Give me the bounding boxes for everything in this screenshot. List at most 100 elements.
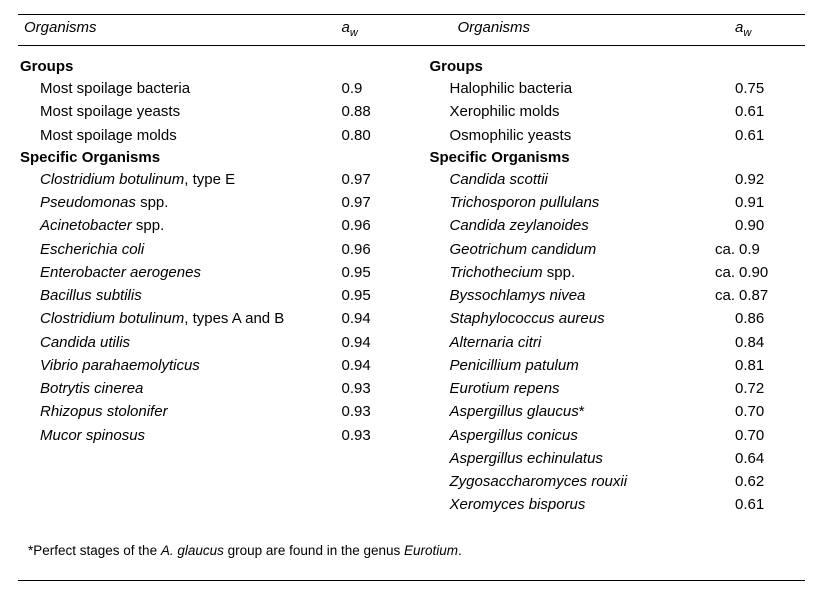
organism-name: Penicillium patulum bbox=[412, 354, 736, 377]
table-row: Candida utilis0.94 bbox=[18, 331, 412, 354]
organism-name: Botrytis cinerea bbox=[18, 377, 342, 400]
table-row: Penicillium patulum0.81 bbox=[412, 354, 806, 377]
aw-value: 0.88 bbox=[342, 100, 412, 123]
table-row: Mucor spinosus0.93 bbox=[18, 424, 412, 447]
table-row: Rhizopus stolonifer0.93 bbox=[18, 400, 412, 423]
organism-name: Most spoilage molds bbox=[18, 124, 342, 147]
table-row: Clostridium botulinum, type E0.97 bbox=[18, 168, 412, 191]
organism-name: Enterobacter aerogenes bbox=[18, 261, 342, 284]
organism-name: Byssochlamys nivea bbox=[412, 284, 736, 307]
header-organisms-right: Organisms bbox=[412, 19, 736, 39]
header-organisms-left: Organisms bbox=[18, 19, 342, 39]
table-row: Acinetobacter spp.0.96 bbox=[18, 214, 412, 237]
organism-name: Aspergillus glaucus* bbox=[412, 400, 736, 423]
aw-value: 0.9 bbox=[342, 77, 412, 100]
table-row: Geotrichum candidumca.0.9 bbox=[412, 238, 806, 261]
organism-name: Bacillus subtilis bbox=[18, 284, 342, 307]
aw-value: 0.97 bbox=[342, 191, 412, 214]
table-row: Pseudomonas spp.0.97 bbox=[18, 191, 412, 214]
section-title: Specific Organisms bbox=[18, 147, 412, 168]
aw-value: ca.0.87 bbox=[735, 284, 805, 307]
organism-name: Zygosaccharomyces rouxii bbox=[412, 470, 736, 493]
aw-value: 0.90 bbox=[735, 214, 805, 237]
table-row: Staphylococcus aureus0.86 bbox=[412, 307, 806, 330]
organism-name: Osmophilic yeasts bbox=[412, 124, 736, 147]
section-title: Groups bbox=[412, 56, 806, 77]
organism-name: Trichothecium spp. bbox=[412, 261, 736, 284]
table-row: Xerophilic molds0.61 bbox=[412, 100, 806, 123]
aw-value: 0.94 bbox=[342, 354, 412, 377]
section-title: Groups bbox=[18, 56, 412, 77]
table-row: Trichothecium spp.ca.0.90 bbox=[412, 261, 806, 284]
aw-value: 0.95 bbox=[342, 261, 412, 284]
aw-value: ca.0.90 bbox=[735, 261, 805, 284]
aw-value: 0.72 bbox=[735, 377, 805, 400]
table-row: Aspergillus echinulatus0.64 bbox=[412, 447, 806, 470]
organism-name: Most spoilage yeasts bbox=[18, 100, 342, 123]
table-body: GroupsMost spoilage bacteria0.9Most spoi… bbox=[18, 46, 805, 535]
aw-value: 0.92 bbox=[735, 168, 805, 191]
aw-value: 0.70 bbox=[735, 424, 805, 447]
table-row: Enterobacter aerogenes0.95 bbox=[18, 261, 412, 284]
table-row: Bacillus subtilis0.95 bbox=[18, 284, 412, 307]
aw-value: 0.86 bbox=[735, 307, 805, 330]
aw-value: 0.64 bbox=[735, 447, 805, 470]
section-title: Specific Organisms bbox=[412, 147, 806, 168]
organism-name: Mucor spinosus bbox=[18, 424, 342, 447]
table-row: Most spoilage yeasts0.88 bbox=[18, 100, 412, 123]
aw-value: 0.61 bbox=[735, 124, 805, 147]
table-row: Byssochlamys niveaca.0.87 bbox=[412, 284, 806, 307]
table-row: Osmophilic yeasts0.61 bbox=[412, 124, 806, 147]
table-row: Escherichia coli0.96 bbox=[18, 238, 412, 261]
organism-name: Halophilic bacteria bbox=[412, 77, 736, 100]
aw-value: 0.80 bbox=[342, 124, 412, 147]
organism-name: Candida zeylanoides bbox=[412, 214, 736, 237]
organism-name: Clostridium botulinum, type E bbox=[18, 168, 342, 191]
organism-name: Candida utilis bbox=[18, 331, 342, 354]
table-row: Botrytis cinerea0.93 bbox=[18, 377, 412, 400]
aw-value: 0.61 bbox=[735, 493, 805, 516]
organism-name: Aspergillus conicus bbox=[412, 424, 736, 447]
aw-value: 0.84 bbox=[735, 331, 805, 354]
organism-name: Xerophilic molds bbox=[412, 100, 736, 123]
organism-name: Trichosporon pullulans bbox=[412, 191, 736, 214]
aw-value: 0.93 bbox=[342, 424, 412, 447]
organism-name: Vibrio parahaemolyticus bbox=[18, 354, 342, 377]
aw-value: 0.94 bbox=[342, 331, 412, 354]
aw-value: 0.93 bbox=[342, 400, 412, 423]
aw-value: 0.94 bbox=[342, 307, 412, 330]
table-row: Zygosaccharomyces rouxii0.62 bbox=[412, 470, 806, 493]
right-column: GroupsHalophilic bacteria0.75Xerophilic … bbox=[412, 56, 806, 517]
aw-value: 0.97 bbox=[342, 168, 412, 191]
organism-name: Eurotium repens bbox=[412, 377, 736, 400]
header-aw-right: aw bbox=[735, 19, 805, 39]
table-row: Xeromyces bisporus0.61 bbox=[412, 493, 806, 516]
table-row: Most spoilage molds0.80 bbox=[18, 124, 412, 147]
table-row: Halophilic bacteria0.75 bbox=[412, 77, 806, 100]
table-row: Aspergillus conicus0.70 bbox=[412, 424, 806, 447]
aw-value: 0.91 bbox=[735, 191, 805, 214]
left-column: GroupsMost spoilage bacteria0.9Most spoi… bbox=[18, 56, 412, 517]
table-row: Aspergillus glaucus*0.70 bbox=[412, 400, 806, 423]
aw-value: 0.62 bbox=[735, 470, 805, 493]
organism-name: Rhizopus stolonifer bbox=[18, 400, 342, 423]
aw-value: 0.96 bbox=[342, 214, 412, 237]
organism-name: Escherichia coli bbox=[18, 238, 342, 261]
table-row: Eurotium repens0.72 bbox=[412, 377, 806, 400]
organism-name: Acinetobacter spp. bbox=[18, 214, 342, 237]
table-row: Candida zeylanoides0.90 bbox=[412, 214, 806, 237]
table-row: Clostridium botulinum, types A and B0.94 bbox=[18, 307, 412, 330]
table-row: Alternaria citri0.84 bbox=[412, 331, 806, 354]
organism-name: Alternaria citri bbox=[412, 331, 736, 354]
aw-value: 0.93 bbox=[342, 377, 412, 400]
organism-name: Clostridium botulinum, types A and B bbox=[18, 307, 342, 330]
footnote: *Perfect stages of the A. glaucus group … bbox=[18, 535, 805, 580]
table-row: Vibrio parahaemolyticus0.94 bbox=[18, 354, 412, 377]
table-row: Most spoilage bacteria0.9 bbox=[18, 77, 412, 100]
aw-value: ca.0.9 bbox=[735, 238, 805, 261]
aw-value: 0.96 bbox=[342, 238, 412, 261]
table-header: Organisms aw Organisms aw bbox=[18, 15, 805, 45]
aw-value: 0.75 bbox=[735, 77, 805, 100]
header-aw-left: aw bbox=[342, 19, 412, 39]
table-row: Candida scottii0.92 bbox=[412, 168, 806, 191]
